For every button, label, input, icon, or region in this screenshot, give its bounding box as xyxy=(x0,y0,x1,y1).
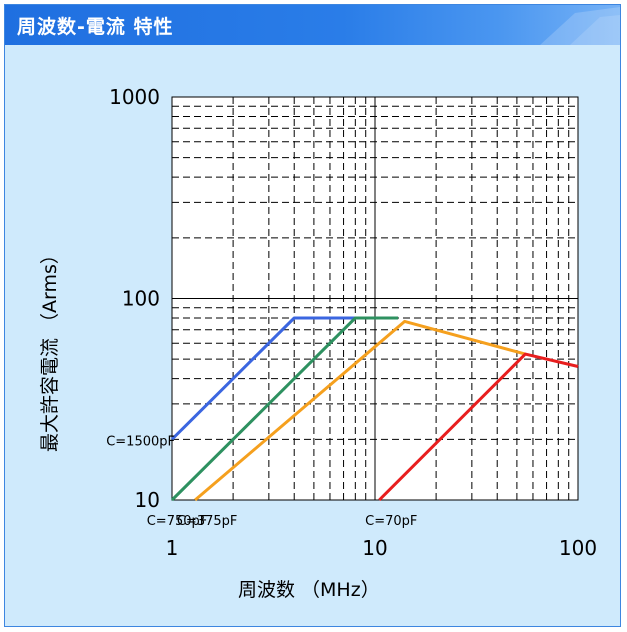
x-axis-title: 周波数 （MHz） xyxy=(238,579,380,601)
chart-panel: 周波数-電流 特性 1 10 100 10 100 1000 C=1500pF C=750pF… xyxy=(4,4,621,627)
grid xyxy=(171,96,579,501)
x-tick-label: 100 xyxy=(559,536,597,560)
x-tick-label: 1 xyxy=(166,536,179,560)
y-tick-label: 100 xyxy=(122,287,160,311)
header-decoration xyxy=(540,7,620,45)
capacitance-label: C=750pF xyxy=(147,514,208,529)
panel-header: 周波数-電流 特性 xyxy=(5,5,620,45)
capacitance-label: C=1500pF xyxy=(106,434,175,449)
series-line-1 xyxy=(170,316,356,441)
capacitance-label: C=375pF xyxy=(177,514,238,529)
y-axis-title: 最大許容電流 （Arms） xyxy=(39,245,61,452)
series-line-4 xyxy=(378,352,579,502)
plot-frame xyxy=(171,96,579,501)
y-tick-label: 1000 xyxy=(109,85,160,109)
capacitance-label: C=70pF xyxy=(365,514,417,529)
x-tick-label: 10 xyxy=(362,536,387,560)
y-tick-label: 10 xyxy=(135,488,160,512)
series-line-3 xyxy=(194,319,526,502)
series-layer xyxy=(170,316,579,502)
page-title: 周波数-電流 特性 xyxy=(17,16,174,38)
series-line-2 xyxy=(170,316,399,502)
